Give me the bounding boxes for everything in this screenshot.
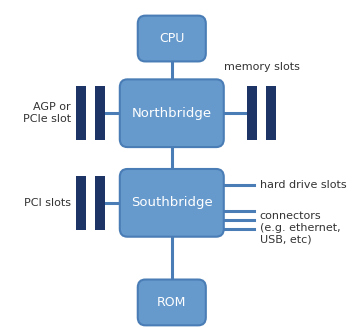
Bar	[76, 176, 86, 230]
Bar	[247, 86, 257, 140]
FancyBboxPatch shape	[120, 79, 224, 147]
Text: AGP or
PCIe slot: AGP or PCIe slot	[22, 103, 71, 124]
FancyBboxPatch shape	[120, 169, 224, 237]
Text: ROM: ROM	[157, 296, 186, 309]
Bar	[266, 86, 276, 140]
Text: Northbridge: Northbridge	[132, 107, 212, 120]
Text: PCI slots: PCI slots	[24, 198, 71, 208]
Text: connectors
(e.g. ethernet,
USB, etc): connectors (e.g. ethernet, USB, etc)	[260, 211, 340, 244]
FancyBboxPatch shape	[138, 16, 206, 62]
Bar	[95, 176, 105, 230]
Text: Southbridge: Southbridge	[131, 196, 212, 209]
Text: memory slots: memory slots	[224, 62, 299, 72]
FancyBboxPatch shape	[138, 279, 206, 325]
Bar	[76, 86, 86, 140]
Text: hard drive slots: hard drive slots	[260, 180, 346, 190]
Text: CPU: CPU	[159, 32, 185, 45]
Bar	[95, 86, 105, 140]
